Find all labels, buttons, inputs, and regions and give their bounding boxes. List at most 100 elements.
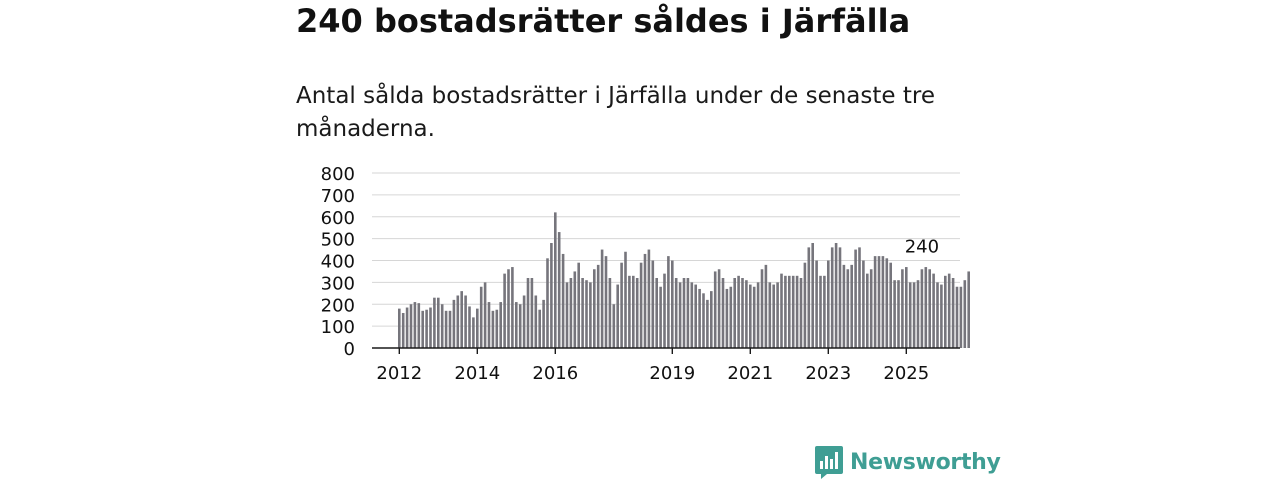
bar — [776, 282, 779, 348]
bar — [959, 286, 963, 348]
bar — [905, 267, 908, 348]
bar — [752, 286, 756, 348]
chart-title: 240 bostadsrätter såldes i Järfälla — [296, 2, 911, 40]
bar — [624, 251, 627, 348]
x-tick-label: 2014 — [454, 363, 500, 384]
bar — [951, 278, 955, 348]
bar — [819, 275, 822, 348]
bar — [940, 284, 943, 348]
bar — [557, 232, 561, 348]
bar — [546, 258, 549, 348]
bar — [807, 247, 811, 348]
bar — [811, 243, 814, 348]
bar — [936, 282, 939, 348]
bar — [526, 278, 530, 348]
bar — [815, 260, 818, 348]
y-tick-label: 400 — [321, 252, 355, 273]
bar — [479, 286, 483, 348]
bar — [554, 212, 557, 348]
bar — [908, 282, 912, 348]
bar — [729, 286, 733, 348]
bar — [694, 284, 697, 348]
bar — [678, 282, 682, 348]
bar — [846, 269, 850, 348]
bar — [721, 278, 725, 348]
bar — [585, 280, 588, 348]
bar — [659, 286, 662, 348]
bar — [561, 253, 565, 348]
bar — [608, 278, 612, 348]
bar — [417, 303, 421, 348]
bar — [924, 267, 928, 348]
x-tick-label: 2019 — [649, 363, 695, 384]
bar — [569, 278, 573, 348]
bar — [788, 275, 791, 348]
bar — [862, 260, 865, 348]
bar — [511, 267, 514, 348]
bar — [515, 302, 518, 348]
bar — [632, 275, 635, 348]
bar — [713, 271, 717, 348]
bar — [932, 273, 935, 348]
latest-value-label: 240 — [905, 236, 939, 257]
bar — [538, 309, 541, 348]
bar — [869, 269, 873, 348]
bar — [799, 278, 803, 348]
bar — [452, 299, 456, 348]
bar — [460, 291, 463, 348]
bar — [795, 275, 799, 348]
gridlines — [372, 172, 960, 327]
bar — [635, 278, 639, 348]
bar — [433, 297, 436, 348]
bar — [671, 260, 674, 348]
bar — [620, 262, 623, 348]
bar — [901, 269, 904, 348]
bar — [655, 278, 658, 348]
bar — [803, 262, 807, 348]
y-tick-label: 200 — [321, 295, 355, 316]
bar — [409, 304, 413, 348]
bar — [866, 273, 869, 348]
bar — [507, 269, 510, 348]
bar — [491, 310, 495, 348]
bar — [565, 282, 569, 348]
bar — [741, 278, 744, 348]
bar — [522, 295, 526, 348]
bar — [674, 278, 678, 348]
bar — [530, 278, 534, 348]
x-tick-label: 2012 — [376, 363, 422, 384]
y-tick-label: 600 — [321, 208, 355, 229]
bar — [881, 256, 885, 348]
bar — [682, 278, 686, 348]
bar — [725, 288, 729, 348]
newsworthy-logo: Newsworthy — [815, 446, 1001, 479]
bar — [702, 293, 705, 348]
bar — [749, 284, 752, 348]
bar — [889, 262, 892, 348]
bar — [472, 317, 475, 348]
bar — [772, 284, 775, 348]
bar — [596, 264, 600, 348]
x-axis: 2012 2014 2016 2019 2021 2023 2025 — [372, 347, 960, 384]
bar — [483, 282, 487, 348]
bar — [628, 275, 631, 348]
bar — [717, 269, 721, 348]
bar — [468, 306, 471, 348]
bar — [955, 286, 959, 348]
bar — [444, 310, 448, 348]
bar — [893, 280, 896, 348]
chart-subtitle: Antal sålda bostadsrätter i Järfälla und… — [296, 83, 935, 142]
bar — [600, 249, 604, 348]
bar — [854, 249, 857, 348]
bar — [944, 275, 947, 348]
bar — [604, 256, 608, 348]
bar — [873, 256, 877, 348]
bar — [827, 260, 830, 348]
x-tick-label: 2016 — [532, 363, 578, 384]
y-tick-label: 500 — [321, 230, 355, 251]
bar — [897, 280, 900, 348]
bar — [456, 295, 460, 348]
bar — [963, 280, 967, 348]
